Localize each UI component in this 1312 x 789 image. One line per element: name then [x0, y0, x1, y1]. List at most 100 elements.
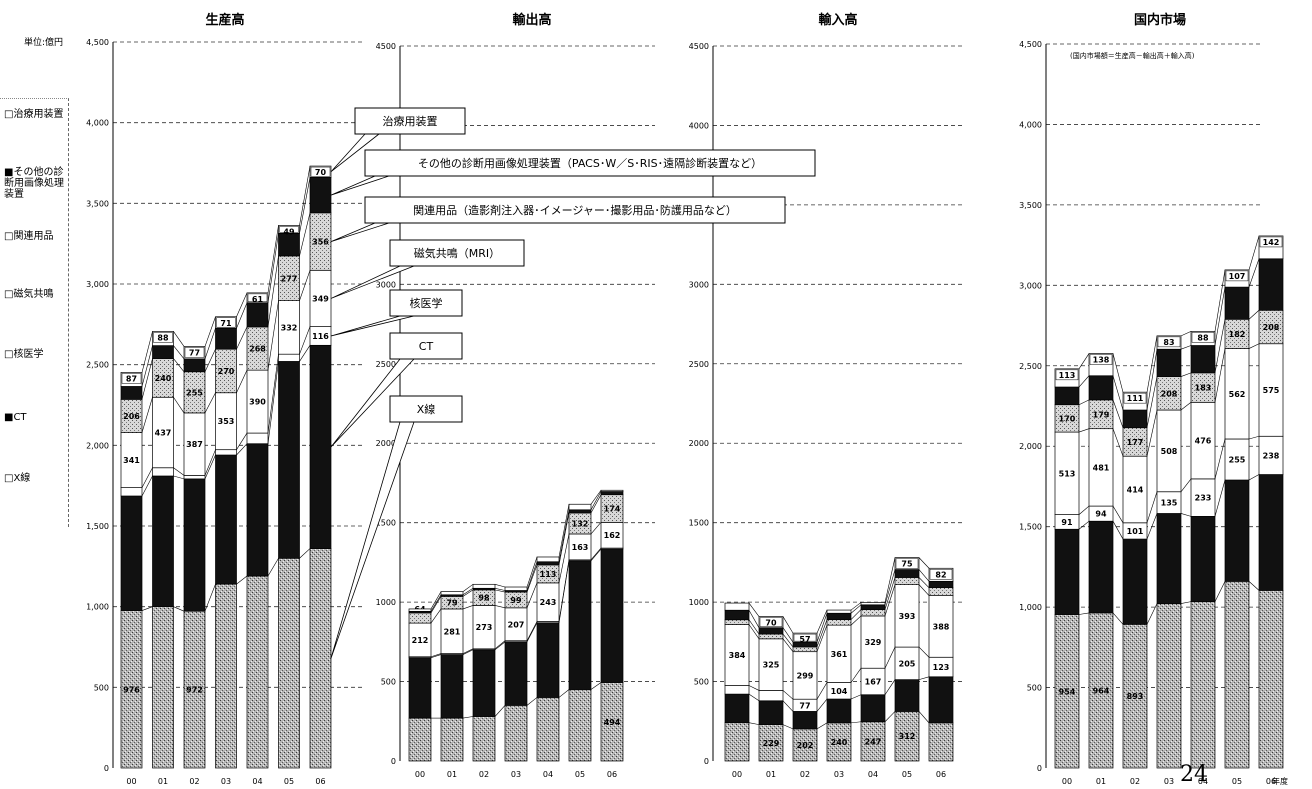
- chart-title: 輸入高: [818, 12, 857, 28]
- bar-segment-ct: [1190, 516, 1216, 602]
- series-connector: [1078, 505, 1090, 515]
- y-tick-label: 500: [1027, 684, 1042, 693]
- series-connector: [494, 584, 506, 588]
- series-connector: [236, 326, 248, 350]
- data-label: 329: [865, 638, 882, 647]
- data-label: 356: [312, 238, 329, 247]
- series-connector: [204, 328, 216, 359]
- data-label: 964: [1093, 686, 1110, 695]
- series-connector: [918, 569, 930, 582]
- series-connector: [526, 564, 538, 593]
- y-tick-label: 1,500: [86, 522, 109, 531]
- series-connector: [1078, 375, 1090, 388]
- series-connector: [558, 533, 570, 583]
- bar-segment-xray: [724, 722, 750, 762]
- series-connector: [816, 609, 828, 634]
- bar-segment-ct: [120, 495, 143, 611]
- series-connector: [462, 589, 474, 597]
- series-connector: [462, 648, 474, 654]
- x-tick-label: 04: [543, 770, 553, 779]
- bar-segment-ct: [894, 679, 920, 712]
- data-label: 388: [933, 622, 950, 631]
- y-tick-label: 1,000: [1019, 603, 1042, 612]
- data-label: 414: [1127, 486, 1144, 495]
- data-label-box: [929, 569, 953, 580]
- bar-segment-nuclear: [215, 449, 237, 456]
- series-connector: [173, 475, 185, 480]
- data-label-box: [1123, 392, 1147, 404]
- data-label-box: [310, 166, 331, 177]
- series-connector: [884, 577, 896, 610]
- bar-segment-ct: [183, 478, 206, 612]
- y-tick-label: 2000: [689, 439, 709, 448]
- callout-leader: [330, 421, 415, 659]
- data-label: 508: [1161, 447, 1178, 456]
- series-connector: [494, 705, 506, 717]
- data-label-box: [1191, 332, 1215, 343]
- bar-segment-ct: [408, 657, 432, 719]
- chart-annotation: (国内市場額＝生産高－輸出高＋輸入高): [1070, 51, 1195, 60]
- data-label: 70: [315, 168, 327, 177]
- data-label-box: [1055, 369, 1079, 381]
- callout-label: 治療用装置: [383, 114, 438, 128]
- y-tick-label: 500: [94, 683, 109, 692]
- data-label: 361: [831, 650, 848, 659]
- y-tick-label: 2,000: [86, 441, 109, 450]
- bar-segment-therapy: [504, 586, 528, 591]
- legend-item-related: □関連用品: [4, 231, 54, 242]
- bar-segment-mri: [1190, 401, 1216, 480]
- bar-segment-other: [1122, 409, 1148, 429]
- series-connector: [1248, 310, 1260, 320]
- bar-segment-xray: [758, 724, 784, 762]
- series-connector: [141, 606, 153, 611]
- bar-segment-mri: [894, 584, 920, 648]
- series-connector: [1112, 612, 1124, 625]
- bar-segment-xray: [536, 697, 560, 762]
- data-label-box: [1259, 236, 1283, 248]
- bar-segment-ct: [792, 711, 818, 730]
- series-connector: [494, 641, 506, 651]
- bar-segment-nuclear: [1190, 478, 1216, 517]
- bar-segment-ct: [568, 560, 592, 690]
- series-connector: [267, 233, 279, 303]
- series-connector: [526, 697, 538, 706]
- bar-segment-related: [1190, 372, 1216, 403]
- data-label: 206: [123, 412, 140, 421]
- legend-item-therapy: □治療用装置: [4, 109, 64, 120]
- data-label: 976: [123, 685, 140, 694]
- x-tick-label: 03: [1164, 777, 1174, 786]
- callout-leader: [330, 315, 415, 337]
- bar-segment-ct: [504, 641, 528, 706]
- series-connector: [918, 557, 930, 569]
- data-label: 167: [865, 677, 882, 686]
- series-connector: [236, 575, 248, 585]
- series-connector: [558, 504, 570, 558]
- data-label-box: [184, 347, 205, 358]
- data-label: 104: [831, 687, 848, 696]
- series-connector: [462, 605, 474, 610]
- series-connector: [850, 694, 862, 700]
- data-label: 111: [1127, 394, 1144, 403]
- bar-segment-mri: [1088, 428, 1114, 507]
- series-connector: [1146, 491, 1158, 523]
- series-connector: [816, 625, 828, 652]
- bar-segment-other: [309, 177, 332, 214]
- series-connector: [1146, 603, 1158, 625]
- series-connector: [267, 255, 279, 327]
- series-connector: [236, 443, 248, 456]
- y-tick-label: 3000: [689, 280, 709, 289]
- data-label-box: [793, 633, 817, 642]
- bar-segment-ct: [440, 654, 464, 719]
- x-tick-label: 01: [1096, 777, 1106, 786]
- data-label: 205: [899, 659, 916, 668]
- series-connector: [884, 646, 896, 669]
- series-connector: [1180, 513, 1192, 517]
- bar-segment-related: [1122, 427, 1148, 457]
- data-label: 162: [604, 531, 621, 540]
- series-connector: [173, 606, 185, 612]
- bar-segment-related: [1088, 399, 1114, 430]
- callout-box-therapy: [354, 107, 466, 135]
- data-label: 243: [540, 598, 557, 607]
- data-label-box: [279, 226, 299, 233]
- series-connector: [1146, 376, 1158, 428]
